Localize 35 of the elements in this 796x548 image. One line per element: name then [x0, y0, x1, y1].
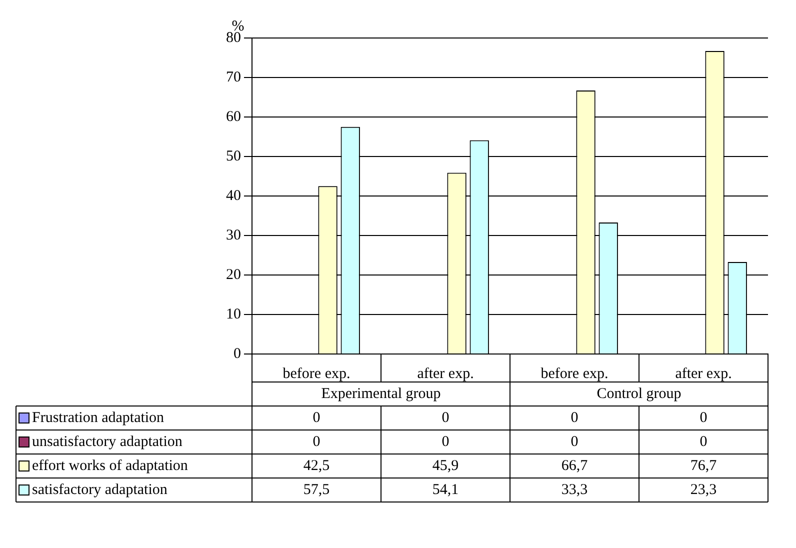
y-tick-label: 40 [226, 188, 241, 204]
data-label: 33,3 [561, 482, 588, 498]
data-label: 0 [312, 434, 320, 450]
y-tick-label: 30 [226, 227, 241, 244]
data-label: 0 [570, 434, 578, 450]
legend-label: unsatisfactory adaptation [32, 434, 183, 450]
y-tick-label: 80 [226, 30, 241, 46]
data-label: 0 [312, 410, 320, 426]
y-tick-label: 0 [234, 346, 241, 362]
y-tick-label: 10 [226, 306, 241, 322]
text: Experimental group [321, 386, 441, 402]
x-tick-label: after exp. [675, 366, 732, 382]
legend-label: Frustration adaptation [32, 410, 165, 426]
data-label: 0 [700, 434, 708, 450]
legend-label: effort works of adaptation [32, 458, 188, 474]
y-tick-label: 70 [226, 69, 241, 86]
data-label: 66,7 [561, 458, 588, 474]
y-tick-label: 50 [226, 148, 241, 164]
data-label: 42,5 [303, 458, 330, 474]
data-label: 54,1 [432, 482, 459, 498]
data-label: 0 [442, 434, 450, 450]
data-label: 23,3 [690, 482, 717, 498]
data-label: 0 [700, 410, 708, 426]
data-label: 0 [570, 410, 578, 426]
x-tick-label: after exp. [417, 366, 474, 382]
data-label: 0 [442, 410, 450, 426]
y-tick-label: 20 [226, 266, 241, 283]
data-label: 45,9 [432, 458, 459, 474]
data-label: 57,5 [303, 482, 330, 498]
legend-label: satisfactory adaptation [32, 482, 168, 498]
data-label: 76,7 [690, 458, 718, 474]
x-tick-label: before exp. [282, 366, 350, 382]
x-tick-label: before exp. [540, 366, 608, 382]
y-tick-label: 60 [226, 108, 241, 125]
text: Control group [596, 386, 682, 402]
